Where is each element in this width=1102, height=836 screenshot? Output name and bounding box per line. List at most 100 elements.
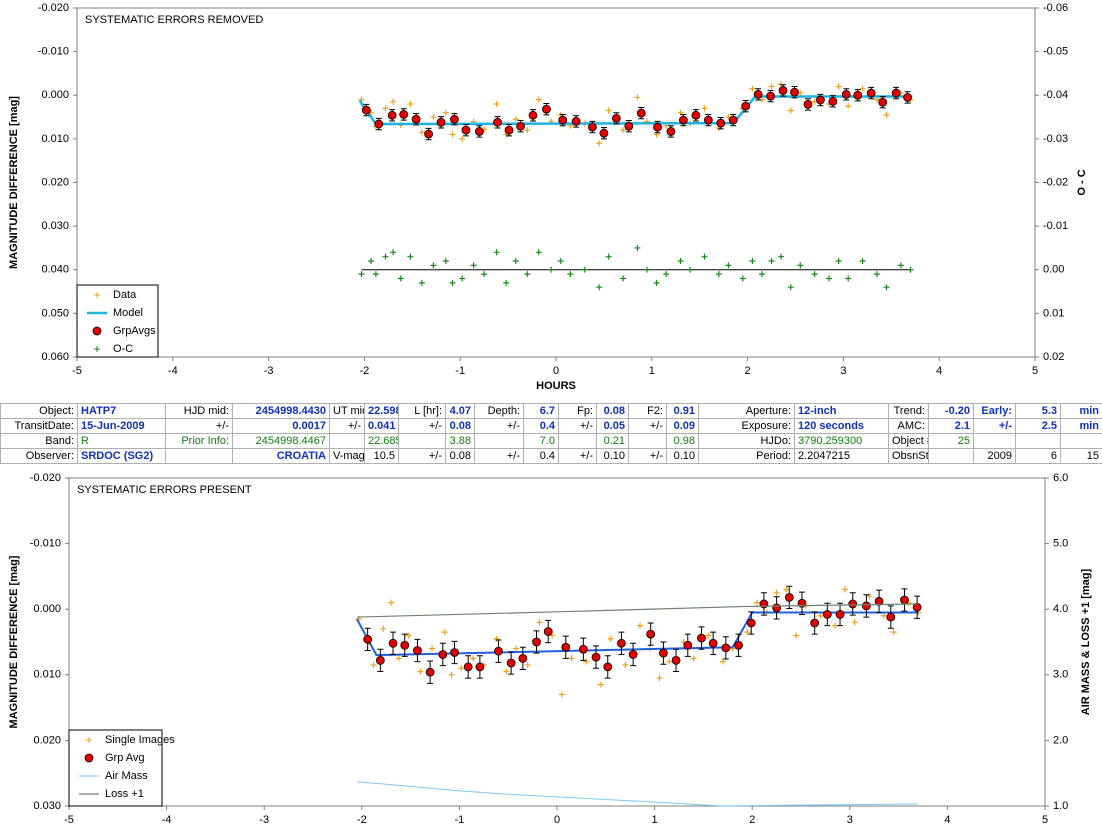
group-average (528, 110, 538, 120)
y-tick-label: 0.020 (41, 176, 69, 188)
data-point (797, 262, 804, 269)
param-value: 0.041 (364, 418, 399, 434)
data-point (873, 271, 880, 278)
group-average (361, 105, 371, 115)
y-axis-title: MAGNITUDE DIFFERENCE [mag] (8, 555, 20, 728)
group-average (436, 117, 446, 127)
param-label: +/- (973, 418, 1016, 434)
legend-label: Single Images (105, 734, 175, 746)
param-label (165, 448, 233, 464)
x-tick-label: 5 (1032, 365, 1038, 377)
data-point (429, 645, 436, 652)
legend-swatch (84, 753, 94, 763)
group-average (671, 655, 681, 665)
plot-area (68, 477, 1046, 807)
group-average (741, 101, 751, 111)
data-point (557, 258, 564, 265)
data-point (653, 279, 660, 286)
y2-tick-label: 2.0 (1053, 734, 1068, 746)
legend-box (68, 729, 163, 807)
data-point (835, 83, 842, 90)
data-point (701, 105, 708, 112)
chart-title: SYSTEMATIC ERRORS REMOVED (85, 14, 263, 26)
param-value: 2454998.4430 (232, 403, 330, 419)
group-average (900, 595, 909, 605)
data-point (826, 275, 833, 282)
group-average (425, 667, 435, 677)
group-average (886, 612, 896, 622)
data-point (524, 271, 531, 278)
param-label: HJD mid: (165, 403, 233, 419)
data-point (481, 271, 488, 278)
param-value: 0.91 (666, 403, 699, 419)
legend-swatch (92, 326, 102, 336)
param-label: +/- (474, 418, 524, 434)
data-point (749, 85, 756, 92)
data-point (845, 275, 852, 282)
y2-axis-title: AIR MASS & LOSS +1 [mag] (1080, 568, 1092, 715)
param-label: Observer: (0, 448, 78, 464)
group-average (450, 648, 459, 657)
param-value: 0.10 (596, 448, 629, 464)
group-average (399, 110, 409, 119)
group-average (728, 115, 738, 125)
series-line (356, 603, 919, 618)
param-label: +/- (474, 448, 524, 464)
data-point (705, 632, 712, 639)
x-tick-label: 4 (944, 814, 950, 826)
x-tick-label: 3 (847, 814, 853, 826)
data-point (783, 586, 790, 593)
data-point (719, 658, 726, 665)
y-tick-label: 0.010 (41, 133, 69, 145)
legend-label: O-C (113, 343, 133, 355)
x-tick-label: -4 (168, 365, 178, 377)
data-point (583, 658, 590, 665)
param-value: CROATIA (232, 448, 330, 464)
y2-tick-label: 6.0 (1053, 472, 1068, 484)
group-average (558, 115, 568, 125)
x-tick-label: 5 (1042, 814, 1048, 826)
group-average (841, 89, 851, 99)
param-label: HJDo: (698, 433, 795, 449)
data-point (811, 271, 818, 278)
param-value: 6 (1015, 448, 1061, 464)
data-point (535, 96, 542, 103)
x-tick-label: -2 (360, 365, 370, 377)
x-tick-label: 3 (840, 365, 846, 377)
group-average (753, 89, 763, 99)
param-label: +/- (329, 418, 365, 434)
y2-tick-label: 0.02 (1043, 351, 1064, 363)
data-point (793, 632, 800, 639)
param-label: L [hr]: (398, 403, 446, 419)
data-point (370, 661, 377, 668)
group-average (493, 117, 502, 127)
data-point (407, 100, 414, 107)
data-point (536, 619, 543, 626)
data-point (768, 258, 775, 265)
param-value (928, 448, 974, 464)
plot-area (76, 7, 1036, 358)
data-point (448, 671, 455, 678)
param-label (329, 433, 365, 449)
param-value: 2.5 (1015, 418, 1061, 434)
group-average (803, 100, 813, 109)
group-average (603, 662, 613, 672)
param-label: +/- (165, 418, 233, 434)
group-average (716, 118, 726, 128)
param-label: Early: (973, 403, 1016, 419)
param-value: 0.10 (666, 448, 699, 464)
group-average (599, 128, 609, 138)
x-tick-label: 4 (936, 365, 942, 377)
data-point (382, 253, 389, 260)
group-average (375, 655, 385, 665)
group-average (874, 596, 884, 606)
group-average (438, 650, 448, 659)
data-point (441, 629, 448, 636)
data-point (622, 661, 629, 668)
data-point (687, 266, 694, 273)
param-label: ObsnStartDate: (888, 448, 929, 464)
legend-label: Grp Avg (105, 752, 145, 764)
param-value: 2.1 (928, 418, 974, 434)
